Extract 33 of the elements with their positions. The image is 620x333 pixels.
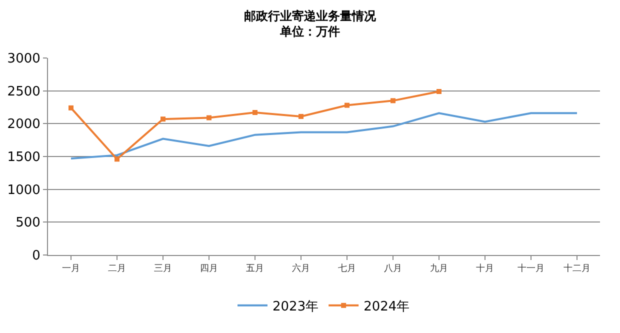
legend-label: 2023年: [272, 299, 319, 314]
chart-subtitle: 单位：万件: [279, 24, 340, 39]
x-tick-label: 一月: [62, 264, 80, 274]
y-tick-label: 1000: [7, 182, 40, 198]
legend-label: 2024年: [364, 299, 410, 314]
x-tick-label: 十一月: [518, 262, 544, 274]
y-tick-label: 1500: [7, 150, 40, 166]
point: [114, 156, 120, 162]
y-tick-label: 500: [16, 216, 40, 231]
line-series: [70, 112, 578, 160]
x-tick-label: 七月: [338, 262, 356, 274]
x-tick-label: 五月: [246, 264, 264, 274]
y-tick-label: 3000: [7, 52, 40, 67]
point: [68, 105, 74, 110]
x-tick-label: 十月: [476, 262, 494, 274]
x-tick-label: 四月: [200, 264, 218, 274]
point: [436, 88, 442, 94]
x-tick-label: 六月: [292, 262, 310, 274]
y-tick-label: 2000: [7, 117, 40, 132]
point: [160, 116, 166, 122]
chart-title: 邮政行业寄递业务量情况: [244, 8, 377, 23]
point: [390, 98, 396, 104]
y-tick-label: 0: [32, 248, 40, 264]
y-tick-label: 2500: [7, 84, 40, 100]
point: [298, 114, 304, 119]
x-tick-label: 九月: [430, 262, 448, 274]
x-tick-label: 三月: [154, 264, 172, 274]
point: [206, 115, 212, 120]
x-tick-label: 十二月: [564, 262, 590, 274]
x-tick-label: 二月: [108, 264, 126, 274]
point: [252, 110, 258, 115]
point: [344, 102, 350, 108]
x-tick-label: 八月: [384, 262, 402, 274]
